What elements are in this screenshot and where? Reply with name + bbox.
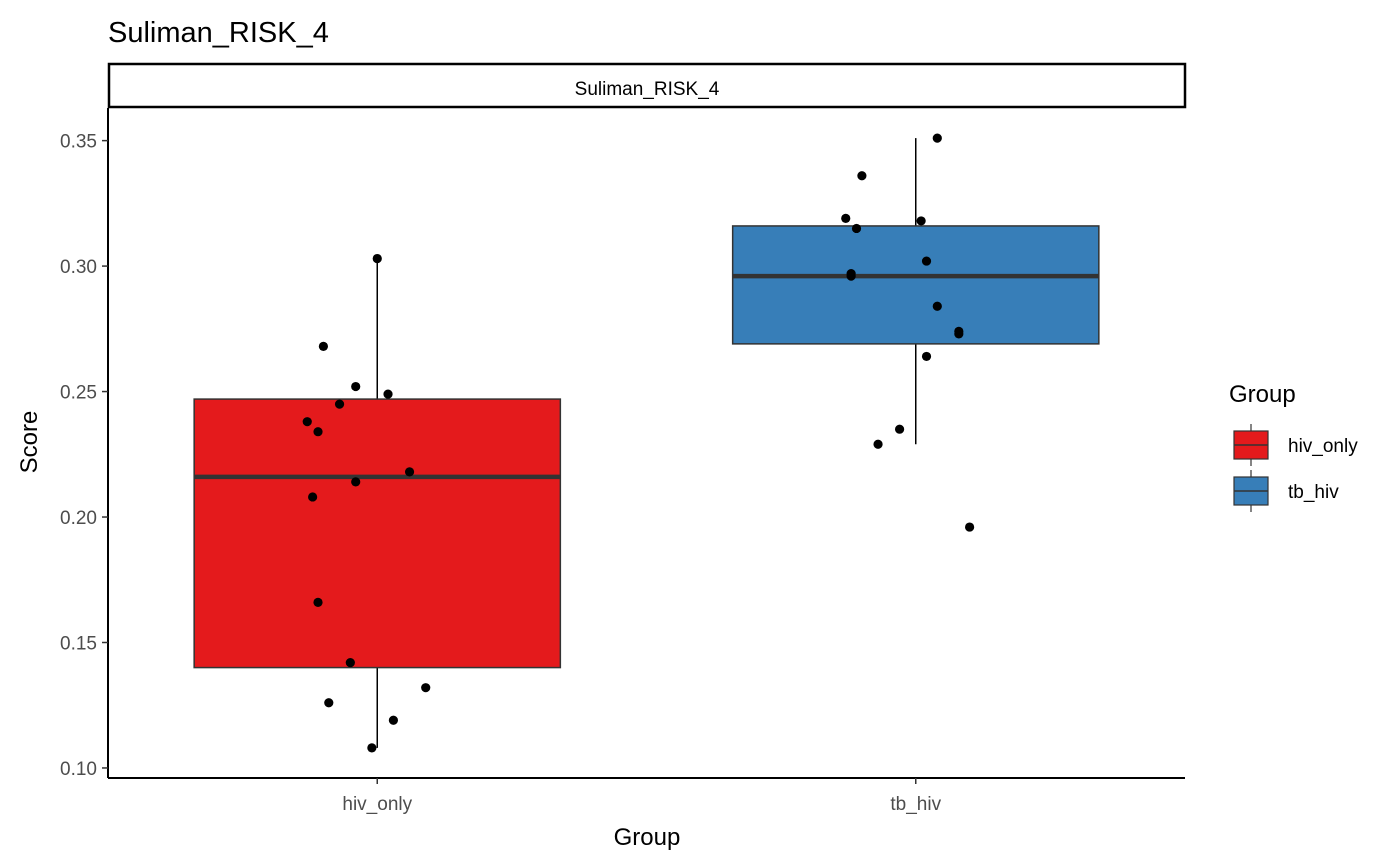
box-tb_hiv (731, 225, 1100, 345)
data-point (894, 424, 905, 434)
legend-label: tb_hiv (1288, 482, 1339, 503)
y-axis-label: Score (16, 411, 43, 474)
data-point (932, 133, 942, 143)
data-point (388, 715, 399, 725)
x-axis-label: Group (614, 824, 681, 851)
data-point (302, 417, 312, 427)
data-point (851, 223, 862, 234)
data-point (383, 389, 393, 399)
data-point (404, 467, 415, 477)
data-point (421, 683, 431, 693)
chart-title: Suliman_RISK_4 (108, 17, 329, 49)
data-point (318, 341, 328, 351)
data-point (345, 657, 355, 668)
data-point (932, 301, 942, 311)
data-point (308, 492, 318, 502)
y-tick-label: 0.15 (60, 633, 97, 654)
y-tick-label: 0.30 (60, 257, 97, 278)
data-point (846, 271, 856, 281)
y-tick-label: 0.25 (60, 383, 97, 404)
data-point (921, 256, 932, 266)
data-point (954, 329, 964, 339)
data-point (916, 216, 926, 226)
facet-strip (107, 62, 1187, 109)
data-point (334, 399, 345, 409)
data-point (841, 213, 851, 224)
legend-label: hiv_only (1288, 436, 1358, 457)
data-point (351, 477, 361, 487)
data-point (873, 439, 883, 449)
data-point (351, 381, 361, 392)
data-point (313, 597, 323, 607)
y-tick-label: 0.10 (60, 759, 97, 780)
y-tick-label: 0.20 (60, 508, 97, 529)
data-point (921, 351, 932, 362)
data-point (857, 171, 867, 181)
legend-title: Group (1229, 381, 1296, 408)
data-point (313, 427, 323, 437)
data-point (324, 698, 334, 708)
data-point (965, 522, 975, 532)
data-point (372, 253, 382, 264)
data-point (367, 743, 377, 753)
y-tick-label: 0.35 (60, 132, 97, 153)
x-tick-label: tb_hiv (890, 794, 941, 815)
box-hiv_only (193, 398, 562, 669)
x-tick-label: hiv_only (342, 794, 412, 815)
facet-label: Suliman_RISK_4 (575, 79, 720, 100)
